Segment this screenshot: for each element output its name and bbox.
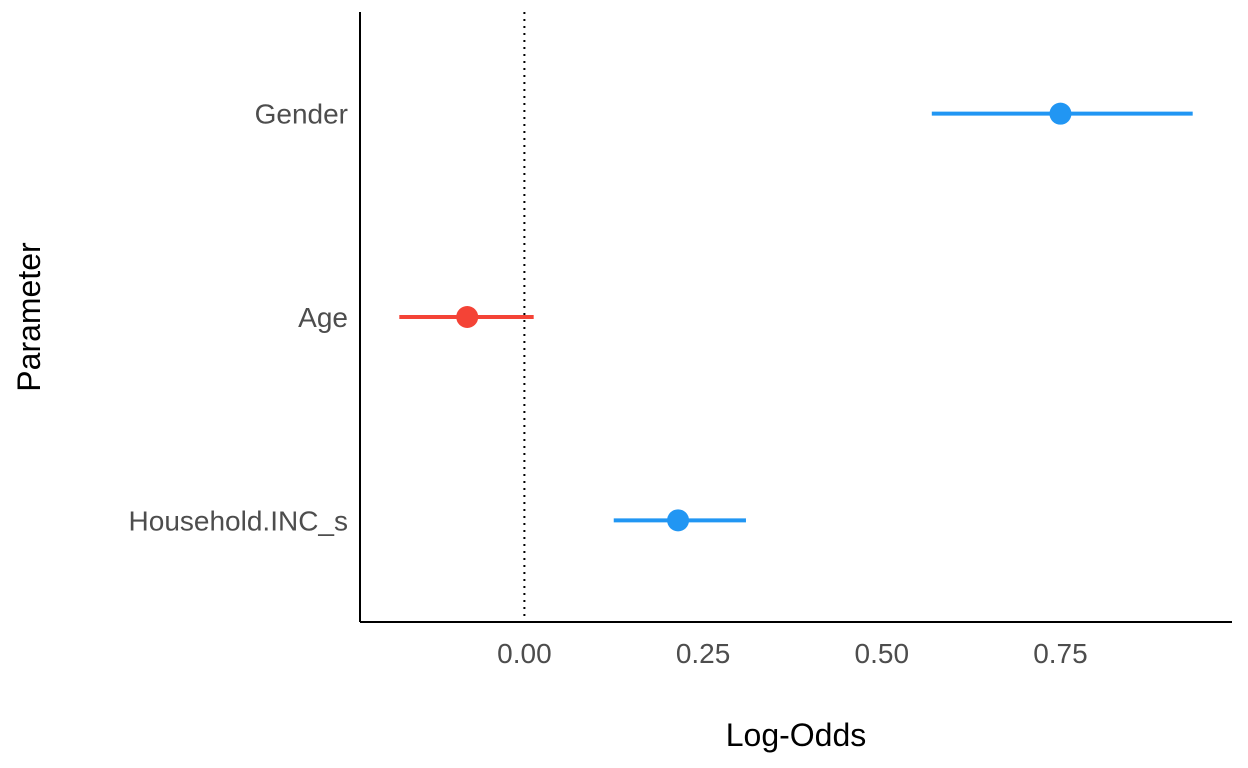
x-tick-label: 0.00 xyxy=(497,638,552,669)
y-tick-label: Household.INC_s xyxy=(129,505,348,536)
y-tick-label: Gender xyxy=(255,99,348,130)
y-tick-label: Age xyxy=(298,302,348,333)
x-tick-label: 0.50 xyxy=(855,638,910,669)
y-tick-labels: Gender Age Household.INC_s xyxy=(129,99,348,537)
estimates xyxy=(399,102,1193,532)
y-axis-title: Parameter xyxy=(11,242,47,392)
estimate-point xyxy=(667,509,690,532)
x-axis-title: Log-Odds xyxy=(726,717,867,753)
estimate-gender xyxy=(931,102,1193,125)
axes xyxy=(359,12,1232,623)
x-tick-label: 0.75 xyxy=(1033,638,1088,669)
x-tick-label: 0.25 xyxy=(676,638,731,669)
estimate-point xyxy=(1049,102,1072,125)
estimate-age xyxy=(399,306,534,328)
estimate-point xyxy=(456,306,479,328)
estimate-household-inc-s xyxy=(613,509,746,532)
x-ticks: 0.00 0.25 0.50 0.75 xyxy=(497,638,1088,669)
